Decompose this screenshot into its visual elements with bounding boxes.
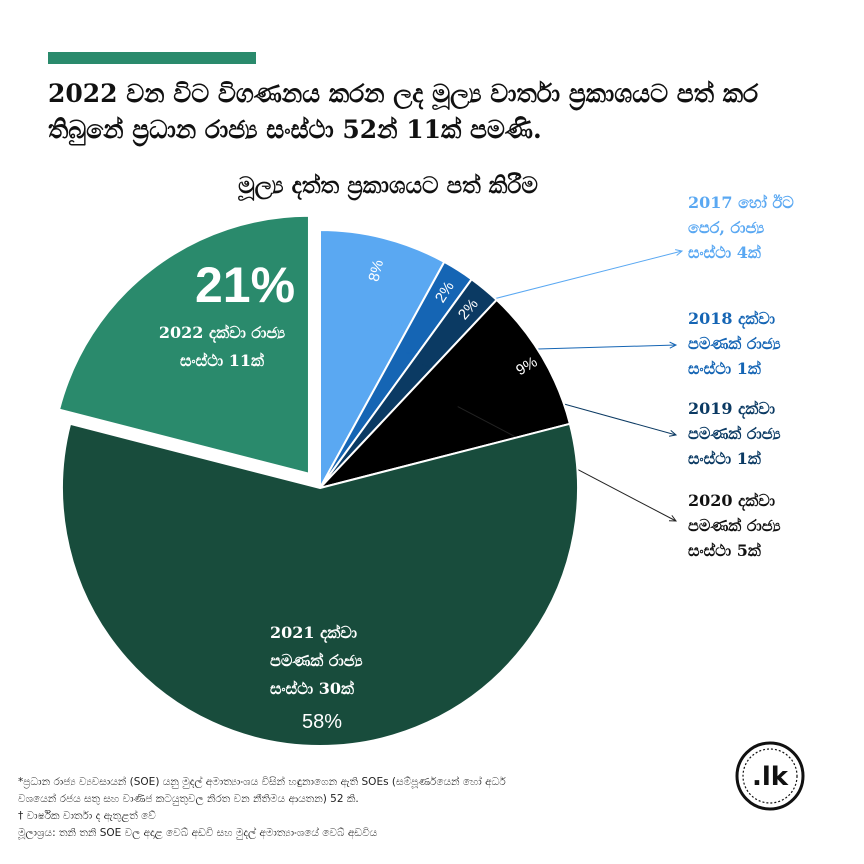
callout-2017-line-3: සංස්ථා 4ක් bbox=[688, 243, 761, 262]
callout-2017-line-2: පෙර, රාජ්‍ය bbox=[688, 218, 765, 237]
pct-label-2017: 8% bbox=[365, 258, 387, 283]
footnote-1: *ප්‍රධාන රාජ්‍ය ව්‍යවසායන් (SOE) යනු මුද… bbox=[18, 776, 506, 788]
callout-2020-line-1: 2020 දක්වා bbox=[688, 491, 775, 510]
logo-text: .lk bbox=[752, 762, 789, 792]
callout-2017: 2017 හෝ ඊට පෙර, රාජ්‍ය සංස්ථා 4ක් bbox=[688, 190, 794, 265]
pie-slice-2022 bbox=[57, 214, 310, 476]
footnote-4: මූලාශ්‍රය: තනි තනි SOE වල අදාළ වෙබ් අඩවි… bbox=[18, 827, 378, 839]
leader-arrow-2018 bbox=[669, 341, 678, 349]
pie-slice-2017 bbox=[319, 228, 446, 489]
callout-2018-line-1: 2018 දක්වා bbox=[688, 309, 775, 328]
pct-label-2022: 21% bbox=[195, 257, 295, 313]
pct-label-2021: 58% bbox=[302, 711, 342, 733]
slice-label-2021-line-3: සංස්ථා 30ක් bbox=[270, 679, 355, 698]
callout-2019: 2019 දක්වා පමණක් රාජ්‍ය සංස්ථා 1ක් bbox=[688, 396, 781, 471]
headline: 2022 වන විට විගණනය කරන ලද මූල්‍ය වාර්තා … bbox=[48, 79, 759, 144]
leader-arrow-2019 bbox=[669, 430, 678, 437]
callout-2019-line-3: සංස්ථා 1ක් bbox=[688, 449, 761, 468]
pie-slice-2020 bbox=[316, 298, 572, 490]
leader-arrow-2020 bbox=[668, 515, 678, 522]
callout-2019-line-1: 2019 දක්වා bbox=[688, 399, 775, 418]
slice-label-2022-line-2: සංස්ථා 11ක් bbox=[180, 351, 265, 370]
leader-arrow-2017 bbox=[675, 249, 684, 256]
slice-label-2021-line-1: 2021 දක්වා bbox=[270, 623, 357, 643]
callout-2018-line-2: පමණක් රාජ්‍ය bbox=[688, 334, 781, 353]
logo-seal-icon: .lk bbox=[735, 741, 805, 811]
chart-title: මූල්‍ය දත්ත ප්‍රකාශයට පත් කිරීම bbox=[238, 172, 538, 199]
accent-bar bbox=[48, 52, 256, 64]
callout-2018-line-3: සංස්ථා 1ක් bbox=[688, 359, 761, 378]
footnote-3: † වාර්ෂික වාර්තා ද ඇතුළත් වේ bbox=[18, 810, 156, 822]
footnote-2: වශයෙන් රජය සතු සහ වාණිජ කටයුතුවල නිරත වන… bbox=[18, 793, 359, 805]
callout-2018: 2018 දක්වා පමණක් රාජ්‍ය සංස්ථා 1ක් bbox=[688, 306, 781, 381]
pie-slice-2021 bbox=[61, 422, 579, 747]
callout-2020-line-2: පමණක් රාජ්‍ය bbox=[688, 516, 781, 535]
callout-2017-line-1: 2017 හෝ ඊට bbox=[688, 193, 794, 212]
slice-label-2022-line-1: 2022 දක්වා රාජ්‍ය bbox=[159, 323, 285, 343]
slice-label-2021-line-2: පමණක් රාජ්‍ය bbox=[270, 651, 363, 670]
callout-2020: 2020 දක්වා පමණක් රාජ්‍ය සංස්ථා 5ක් bbox=[688, 488, 781, 563]
callout-2020-line-3: සංස්ථා 5ක් bbox=[688, 541, 761, 560]
footnotes: *ප්‍රධාන රාජ්‍ය ව්‍යවසායන් (SOE) යනු මුද… bbox=[18, 774, 718, 842]
callout-2019-line-2: පමණක් රාජ්‍ය bbox=[688, 424, 781, 443]
